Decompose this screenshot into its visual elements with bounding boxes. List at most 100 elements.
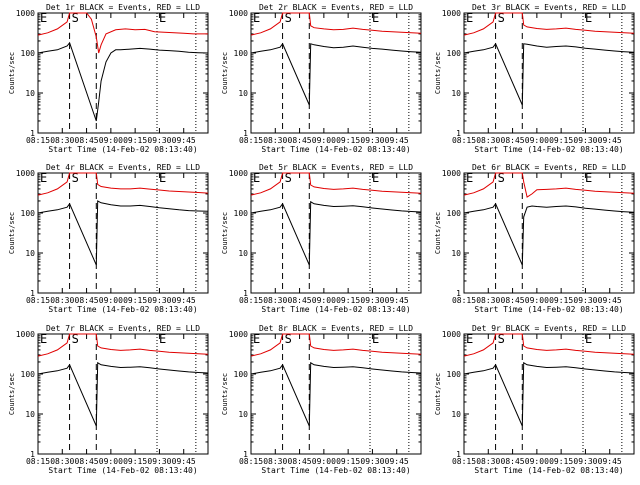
x-tick-label: 09:15 bbox=[549, 136, 573, 145]
series-line-events bbox=[463, 361, 635, 427]
marker-e-end: E bbox=[585, 171, 592, 185]
x-tick-label: 09:45 bbox=[172, 296, 196, 305]
y-tick-label: 1 bbox=[30, 450, 35, 459]
x-tick-label: 08:30 bbox=[50, 296, 74, 305]
plot-frame bbox=[463, 172, 635, 294]
y-axis-label: Counts/sec bbox=[434, 52, 442, 94]
plot-frame bbox=[463, 12, 635, 134]
panel-title: Det 8r BLACK = Events, RED = LLD bbox=[259, 324, 413, 333]
y-axis-label: Counts/sec bbox=[8, 373, 16, 415]
x-axis-label: Start Time (14-Feb-02 08:13:40) bbox=[474, 145, 623, 154]
x-tick-label: 08:15 bbox=[26, 457, 50, 466]
x-tick-label: 08:30 bbox=[263, 136, 287, 145]
y-tick-label: 100 bbox=[21, 209, 36, 218]
y-tick-label: 1 bbox=[243, 129, 248, 138]
marker-e-end: E bbox=[585, 11, 592, 25]
x-tick-label: 08:45 bbox=[75, 296, 99, 305]
marker-e-start: E bbox=[466, 332, 473, 346]
series-line-lld bbox=[37, 333, 209, 357]
x-tick-label: 09:15 bbox=[549, 296, 573, 305]
x-tick-label: 08:45 bbox=[501, 457, 525, 466]
x-tick-label: 08:45 bbox=[288, 136, 312, 145]
marker-e-start: E bbox=[253, 332, 260, 346]
marker-e-start: E bbox=[253, 11, 260, 25]
y-tick-label: 1000 bbox=[16, 169, 35, 178]
y-tick-label: 100 bbox=[234, 209, 249, 218]
series-line-events bbox=[463, 42, 635, 106]
marker-e-end: E bbox=[159, 11, 166, 25]
y-tick-label: 10 bbox=[451, 89, 461, 98]
x-tick-label: 08:30 bbox=[263, 296, 287, 305]
marker-s: S bbox=[498, 332, 505, 346]
marker-s: S bbox=[72, 11, 79, 25]
plot-frame bbox=[250, 12, 422, 134]
marker-s: S bbox=[285, 11, 292, 25]
plot-frame bbox=[250, 172, 422, 294]
x-tick-label: 09:45 bbox=[385, 136, 409, 145]
panel-title: Det 9r BLACK = Events, RED = LLD bbox=[472, 324, 626, 333]
x-tick-label: 09:30 bbox=[360, 457, 384, 466]
y-tick-label: 1 bbox=[456, 289, 461, 298]
x-axis-label: Start Time (14-Feb-02 08:13:40) bbox=[474, 305, 623, 314]
y-tick-label: 1 bbox=[30, 129, 35, 138]
y-tick-label: 10 bbox=[238, 249, 248, 258]
panel-det-4: Det 4r BLACK = Events, RED = LLD 1 10 100 10… bbox=[8, 163, 209, 314]
x-tick-label: 09:00 bbox=[312, 136, 336, 145]
plot-frame bbox=[37, 12, 209, 134]
marker-s: S bbox=[72, 171, 79, 185]
panel-det-2: Det 2r BLACK = Events, RED = LLD 1 10 100 10… bbox=[221, 3, 422, 154]
x-tick-label: 09:30 bbox=[360, 296, 384, 305]
series-line-events bbox=[37, 361, 209, 427]
x-tick-label: 08:45 bbox=[75, 136, 99, 145]
marker-e-start: E bbox=[40, 332, 47, 346]
y-tick-label: 1000 bbox=[229, 169, 248, 178]
x-tick-label: 09:30 bbox=[360, 136, 384, 145]
series-line-events bbox=[250, 361, 422, 427]
x-tick-label: 08:45 bbox=[288, 457, 312, 466]
panel-det-9: Det 9r BLACK = Events, RED = LLD 1 10 100 10… bbox=[434, 324, 635, 475]
y-axis-label: Counts/sec bbox=[8, 52, 16, 94]
y-tick-label: 100 bbox=[21, 49, 36, 58]
y-tick-label: 1000 bbox=[16, 9, 35, 18]
x-tick-label: 09:15 bbox=[123, 457, 147, 466]
x-tick-label: 09:15 bbox=[123, 296, 147, 305]
marker-e-start: E bbox=[40, 11, 47, 25]
marker-s: S bbox=[72, 332, 79, 346]
x-tick-label: 09:00 bbox=[525, 296, 549, 305]
y-tick-label: 100 bbox=[447, 49, 462, 58]
series-line-lld bbox=[37, 12, 208, 54]
x-tick-label: 09:15 bbox=[549, 457, 573, 466]
y-tick-label: 100 bbox=[447, 370, 462, 379]
y-axis-label: Counts/sec bbox=[221, 373, 229, 415]
x-tick-label: 09:45 bbox=[598, 296, 622, 305]
x-tick-label: 08:45 bbox=[75, 457, 99, 466]
y-tick-label: 10 bbox=[25, 410, 35, 419]
x-tick-label: 08:15 bbox=[452, 136, 476, 145]
x-tick-label: 09:30 bbox=[147, 457, 171, 466]
marker-s: S bbox=[498, 11, 505, 25]
marker-e-start: E bbox=[466, 11, 473, 25]
y-tick-label: 1 bbox=[243, 289, 248, 298]
marker-s: S bbox=[285, 332, 292, 346]
x-tick-label: 08:30 bbox=[476, 457, 500, 466]
plot-frame bbox=[37, 333, 209, 455]
marker-e-end: E bbox=[372, 11, 379, 25]
panel-det-6: Det 6r BLACK = Events, RED = LLD 1 10 100 10… bbox=[434, 163, 635, 314]
panel-title: Det 6r BLACK = Events, RED = LLD bbox=[472, 163, 626, 172]
x-tick-label: 08:30 bbox=[263, 457, 287, 466]
series-line-lld bbox=[250, 12, 422, 36]
x-tick-label: 09:30 bbox=[147, 296, 171, 305]
x-axis-label: Start Time (14-Feb-02 08:13:40) bbox=[48, 466, 197, 475]
x-tick-label: 09:45 bbox=[172, 457, 196, 466]
series-line-lld bbox=[250, 333, 422, 357]
y-tick-label: 1000 bbox=[442, 169, 461, 178]
y-tick-label: 1000 bbox=[229, 330, 248, 339]
marker-e-end: E bbox=[159, 332, 166, 346]
x-tick-label: 09:30 bbox=[573, 296, 597, 305]
series-line-lld bbox=[463, 333, 635, 357]
x-tick-label: 09:00 bbox=[99, 457, 123, 466]
x-tick-label: 09:00 bbox=[525, 136, 549, 145]
panel-det-1: Det 1r BLACK = Events, RED = LLD 1 10 100 10… bbox=[8, 3, 209, 154]
y-tick-label: 100 bbox=[447, 209, 462, 218]
